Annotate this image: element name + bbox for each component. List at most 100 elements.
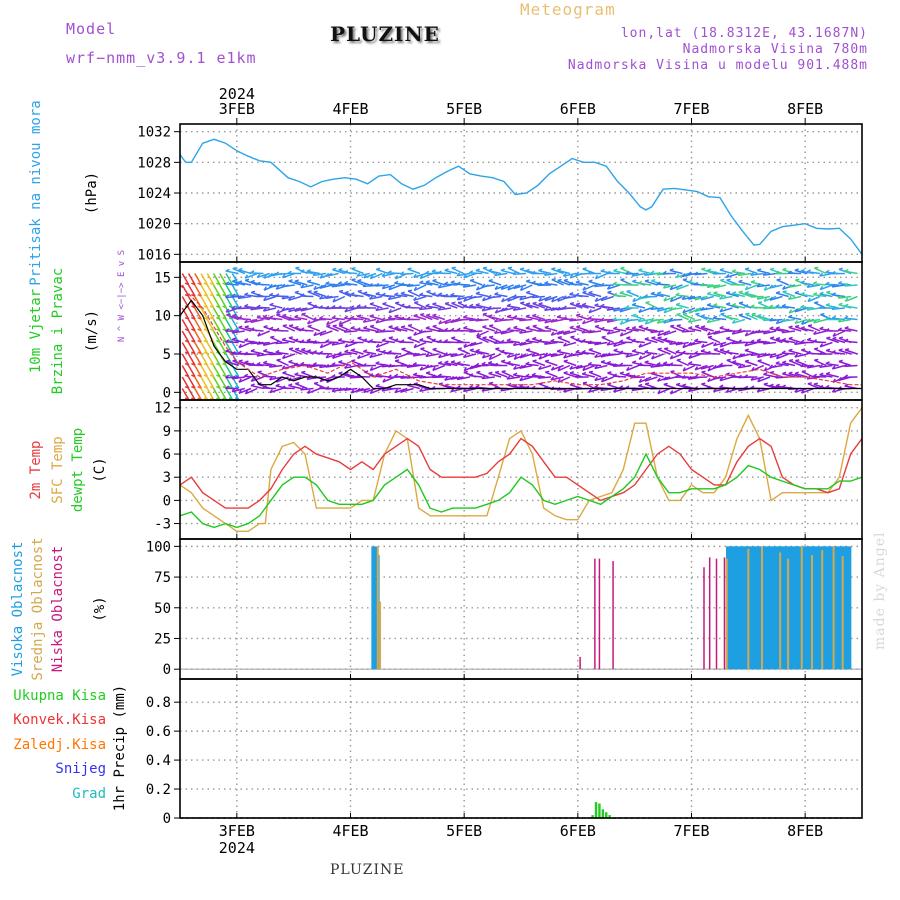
wind-arrow (456, 329, 470, 332)
wind-arrow (600, 328, 614, 332)
high-cloud-bar (821, 546, 828, 670)
wind-arrow (569, 283, 583, 286)
wind-arrow (344, 330, 358, 333)
wind-arrow (694, 295, 708, 301)
wind-arrow-head (344, 308, 348, 313)
wind-arrow (344, 271, 358, 275)
wind-arrow-head (456, 281, 461, 285)
wind-arrow-head (276, 358, 281, 361)
wind-arrow (476, 330, 489, 337)
wind-arrow-head (203, 374, 208, 378)
wind-arrow (450, 376, 464, 380)
high-cloud-bar (838, 546, 845, 670)
wind-arrow (381, 272, 395, 277)
year-label-top: 2024 (219, 85, 255, 103)
wind-arrow-head (456, 385, 461, 389)
wind-arrow-head (731, 319, 736, 324)
wind-arrow-head (312, 272, 317, 276)
wind-arrow-head (806, 364, 811, 369)
wind-arrow (831, 284, 846, 288)
wind-arrow (844, 270, 858, 275)
wind-arrow-head (281, 365, 286, 370)
wind-arrow-head (550, 376, 555, 381)
wind-arrow-head (244, 274, 249, 279)
wind-arrow-head (806, 318, 811, 323)
wind-arrow (644, 383, 658, 390)
wind-arrow (588, 341, 602, 345)
x-tick-label-bottom: 6FEB (560, 822, 596, 840)
wind-arrow-head (663, 337, 668, 341)
wind-arrow (456, 376, 470, 381)
wind-arrow (375, 307, 389, 312)
wind-arrow-head (339, 324, 344, 327)
wind-arrow-head (184, 351, 190, 355)
wind-arrow (282, 364, 295, 370)
wind-arrow-head (650, 329, 655, 334)
wind-arrow (788, 359, 802, 367)
wind-arrow-head (275, 285, 280, 290)
wind-arrow-head (489, 381, 494, 384)
wind-arrow-head (600, 268, 605, 272)
wind-arrow (419, 294, 433, 298)
wind-arrow-head (237, 280, 243, 284)
wind-arrow-head (244, 325, 249, 328)
wind-arrow-head (295, 381, 300, 385)
wind-arrow (582, 304, 596, 309)
wind-arrow-head (787, 295, 792, 300)
y-tick-label: 0.8 (146, 695, 171, 711)
ylabel-high-cloud: Visoka Oblacnost (10, 542, 26, 677)
wind-arrow-head (450, 360, 456, 363)
wind-arrow (681, 330, 695, 333)
wind-arrow-head (651, 278, 656, 282)
wind-arrow-head (394, 274, 399, 280)
wind-arrow-head (563, 359, 568, 362)
wind-arrow-head (706, 302, 712, 306)
wind-arrow-head (638, 355, 643, 360)
wind-arrow-head (838, 302, 843, 306)
wind-arrow-head (268, 292, 274, 296)
wind-arrow-head (575, 280, 580, 284)
wind-arrow-head (413, 382, 418, 385)
wind-arrow (732, 304, 746, 309)
wind-arrow-head (669, 341, 673, 345)
wind-arrow-head (556, 330, 561, 335)
wind-arrow (788, 337, 802, 344)
wind-arrow (406, 284, 420, 288)
wind-arrow (200, 365, 209, 378)
wind-arrow-head (263, 286, 267, 291)
wind-arrow (688, 295, 702, 300)
wind-arrow (356, 387, 370, 392)
wind-compass-text: N ^ W <−|−> E v S (117, 250, 127, 342)
high-cloud-bar (801, 546, 808, 670)
legend-precip-2: Zaledj.Kisa (13, 737, 106, 753)
wind-arrow (238, 269, 252, 275)
wind-arrow (669, 341, 683, 346)
wind-arrow (806, 307, 821, 311)
wind-arrow (650, 318, 664, 322)
wind-arrow-head (222, 362, 227, 366)
wind-arrow-head (262, 341, 267, 346)
wind-arrow (513, 327, 527, 332)
wind-arrow-head (332, 324, 337, 327)
wind-arrow (606, 362, 621, 367)
wind-arrow-head (543, 352, 548, 357)
wind-arrow (376, 268, 389, 275)
wind-arrow-head (312, 304, 317, 308)
wind-arrow-head (191, 385, 196, 389)
wind-arrow-head (519, 329, 523, 334)
wind-arrow-head (412, 362, 417, 366)
wind-arrow-head (406, 351, 411, 355)
wind-arrow-head (519, 296, 523, 301)
wind-arrow-head (476, 332, 480, 337)
wind-arrow-head (394, 292, 399, 296)
wind-arrow-head (562, 316, 567, 320)
wind-arrow-head (225, 385, 230, 390)
wind-arrow (588, 349, 602, 355)
wind-arrow (206, 365, 215, 378)
wind-arrow-head (731, 281, 736, 286)
wind-arrow (363, 318, 377, 323)
wind-arrow-head (688, 326, 693, 330)
wind-arrow (419, 376, 433, 379)
wind-arrow (507, 267, 521, 275)
wind-arrow (582, 373, 596, 378)
